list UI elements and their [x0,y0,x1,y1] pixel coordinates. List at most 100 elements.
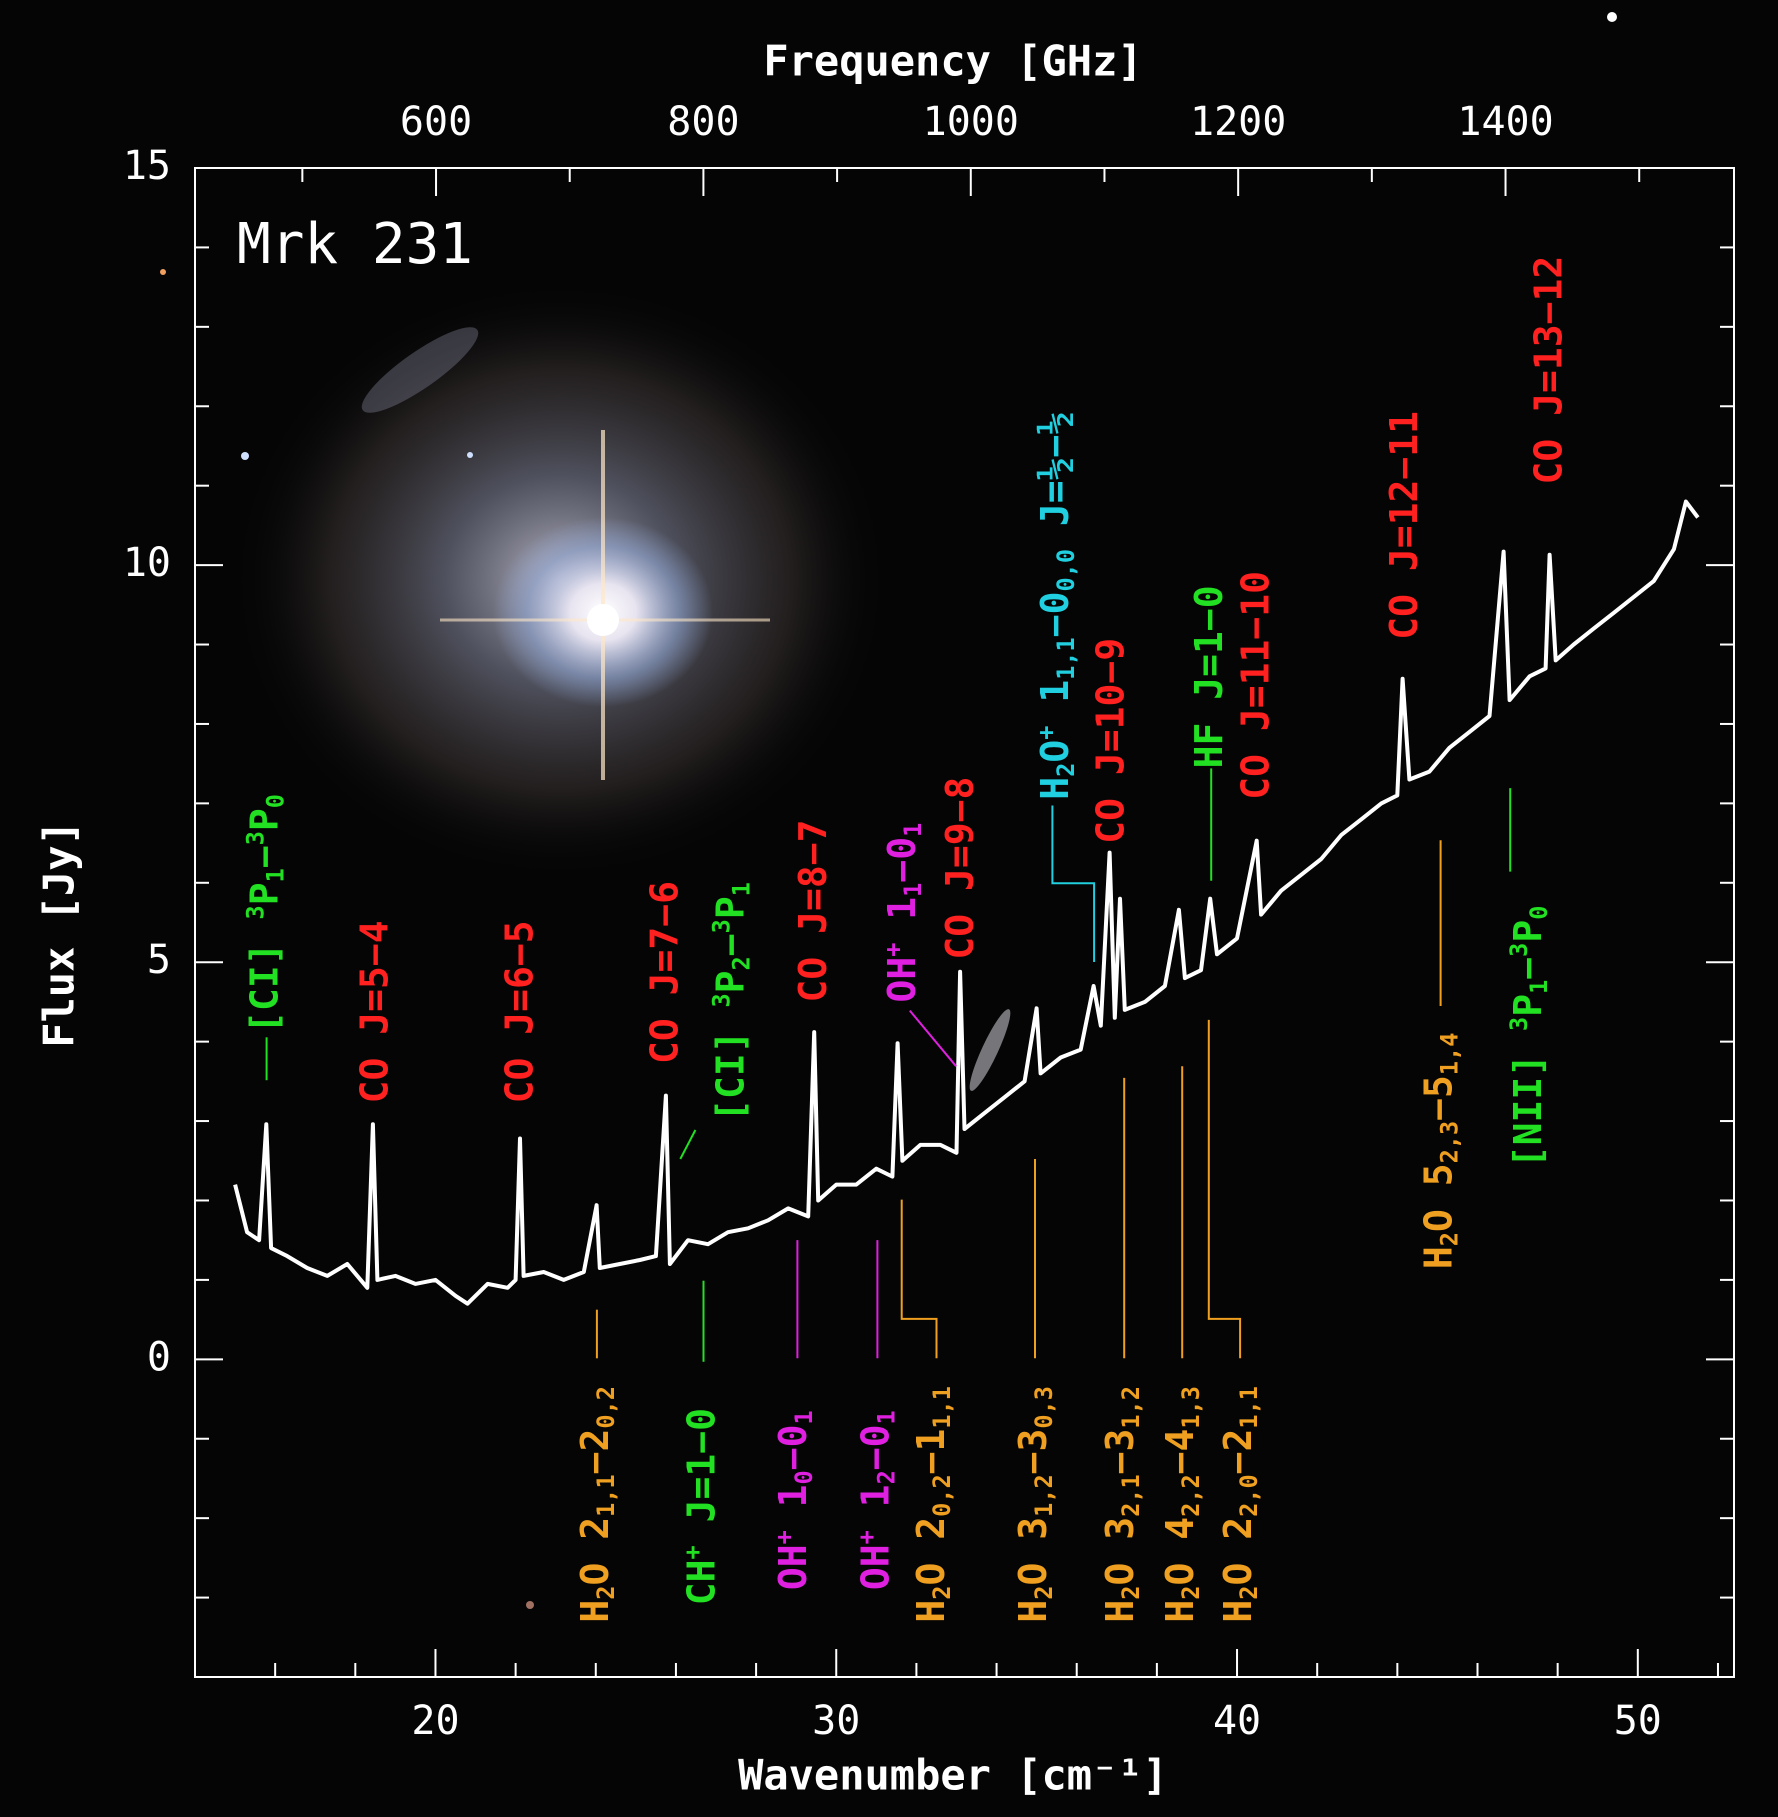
annotation-label: OH+ 12−01 [852,1410,900,1590]
annotation-text-part: HF J=1−0 [1187,585,1231,768]
annotation-leader [1207,1019,1242,1359]
annotation-text-part: O 2 [908,1517,952,1586]
annotation-text-part: + [1032,726,1060,740]
annotation-label: H2O 31,2−30,3 [1010,1386,1057,1623]
annotation-text-part: 3 [1504,943,1532,957]
annotation-text-part: 1,1 [1235,1386,1263,1429]
annotation-text-part: 3 [241,905,269,919]
annotation-label: H2O+ 11,1−00,0 J=½−½ [1032,412,1080,800]
annotation-label: CO J=13−12 [1526,256,1570,485]
annotation-text-part: 0 [790,1470,818,1484]
annotation-text-part: 0,2 [927,1474,955,1517]
annotation-text-part: −3 [1010,1429,1054,1475]
annotation-label: OH+ 10−01 [770,1410,818,1590]
annotation-text-part: 2 [1177,1586,1205,1600]
annotation-label: CO J=12−11 [1381,411,1425,640]
annotation-text-part: P [1505,994,1549,1017]
annotation-text-part: 1,2 [1116,1386,1144,1429]
annotation-label: H2O 22,0−21,1 [1216,1386,1263,1623]
annotation-text-part: 1,1 [591,1474,619,1517]
annotation-text-part: CO J=11−10 [1233,571,1277,800]
annotation-text-part: 1 [261,868,289,882]
annotation-text-part: 1 [790,1410,818,1424]
annotation-text-part: 1 [899,823,927,837]
annotation-leader [1051,805,1096,962]
galaxy-image [160,12,1617,1609]
annotation-text-part: [CI] [242,919,286,1033]
annotation-text-part: 1 [853,1484,897,1530]
annotation-label: H2O 20,2−11,1 [908,1386,955,1623]
annotation-text-part: 0,2 [591,1386,619,1429]
annotation-text-part: 1,3 [1177,1386,1205,1429]
x-tick-label: 20 [411,1698,459,1744]
annotation-text-part: + [770,1530,798,1544]
annotation-text-part: CO J=12−11 [1381,411,1425,640]
annotation-text-part: 2 [1052,763,1080,777]
star [587,604,619,636]
galaxy-feature [969,1009,1011,1091]
y-tick-label: 15 [123,143,171,189]
x2-tick-label: 600 [400,99,472,145]
annotation-text-part: 2,3 [1435,1121,1463,1164]
annotation-text-part: O 2 [572,1517,616,1586]
plot-frame [194,167,1735,1678]
annotation-text-part: 2,1 [1116,1474,1144,1517]
annotation-text-part: CH [679,1559,723,1605]
annotation-text-part: P [708,896,752,919]
annotation-label: CO J=10−9 [1088,638,1132,844]
annotation-text-part: 1 [1033,680,1077,726]
annotation-label: CO J=8−7 [790,820,834,1003]
annotation-text-part: 2 [591,1586,619,1600]
annotation-text-part: 1 [899,883,927,897]
annotation-text-part: 1,1 [927,1386,955,1429]
annotation-text-part: H [1097,1600,1141,1623]
x2-axis-title: Frequency [GHz] [763,37,1142,86]
y-axis-title: Flux [Jy] [35,820,84,1048]
annotation-text-part: [CI] [708,1008,752,1122]
annotation-text-part: OH [771,1544,815,1590]
annotation-text-part: O 4 [1158,1517,1202,1586]
annotation-text-part: 2 [1235,1586,1263,1600]
annotation-label: H2O 21,1−20,2 [572,1386,619,1623]
annotation-text-part: 3 [1504,1017,1532,1031]
y-tick-label: 0 [147,1334,171,1380]
annotation-text-part: OH [880,957,924,1003]
annotation-text-part: 2,0 [1235,1474,1263,1517]
annotation-text-part: H [572,1600,616,1623]
annotation-text-part: O [1033,740,1077,763]
annotation-text-part: P [1505,920,1549,943]
star [526,1601,534,1609]
annotation-text-part: 3 [707,993,735,1007]
annotation-text-part: −5 [1416,1075,1460,1121]
annotation-text-part: + [678,1545,706,1559]
annotation-label: [CI] 3P1−3P0 [241,794,289,1034]
annotation-text-part: 0 [1524,906,1552,920]
annotation-leader [900,1199,938,1359]
spectrum-line [233,499,1700,1306]
annotation-text-part: −2 [1216,1429,1260,1475]
annotation-label: CO J=5−4 [352,920,396,1103]
x2-tick-label: 1200 [1190,99,1286,145]
annotation-text-part: H [1416,1246,1460,1269]
annotation-text-part: P [242,882,286,905]
annotation-text-part: H [908,1600,952,1623]
annotation-label: [CI] 3P2−3P1 [707,882,755,1122]
annotation-leader [679,1129,697,1160]
annotation-text-part: −3 [1097,1429,1141,1475]
annotation-label: CO J=9−8 [937,777,981,960]
annotation-text-part: 1 [727,882,755,896]
annotation-text-part: 2,2 [1177,1474,1205,1517]
annotation-text-part: −0 [880,837,924,883]
star [241,452,249,460]
annotation-label: CO J=6−5 [497,920,541,1103]
annotation-label: CH+ J=1−0 [678,1408,723,1605]
x2-tick-label: 1400 [1457,99,1553,145]
annotation-label: H2O 42,2−41,3 [1158,1386,1205,1623]
annotation-text-part: J=½−½ [1033,412,1077,549]
annotation-text-part: −1 [908,1429,952,1475]
y-tick-label: 5 [147,937,171,983]
annotation-text-part: J=1−0 [679,1408,723,1545]
annotation-text-part: P [242,808,286,831]
